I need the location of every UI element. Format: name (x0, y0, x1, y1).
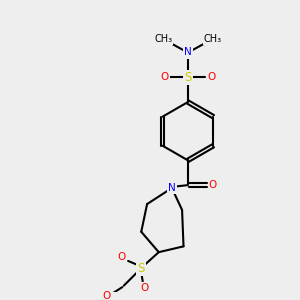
Text: O: O (207, 72, 215, 82)
Text: CH₃: CH₃ (204, 34, 222, 44)
Text: O: O (160, 72, 169, 82)
Text: N: N (184, 47, 192, 58)
Text: S: S (138, 262, 145, 275)
Text: N: N (168, 183, 176, 193)
Text: CH₃: CH₃ (154, 34, 172, 44)
Text: O: O (118, 252, 126, 262)
Text: O: O (208, 180, 217, 190)
Text: S: S (184, 71, 192, 84)
Text: O: O (140, 283, 148, 293)
Text: O: O (102, 291, 110, 300)
